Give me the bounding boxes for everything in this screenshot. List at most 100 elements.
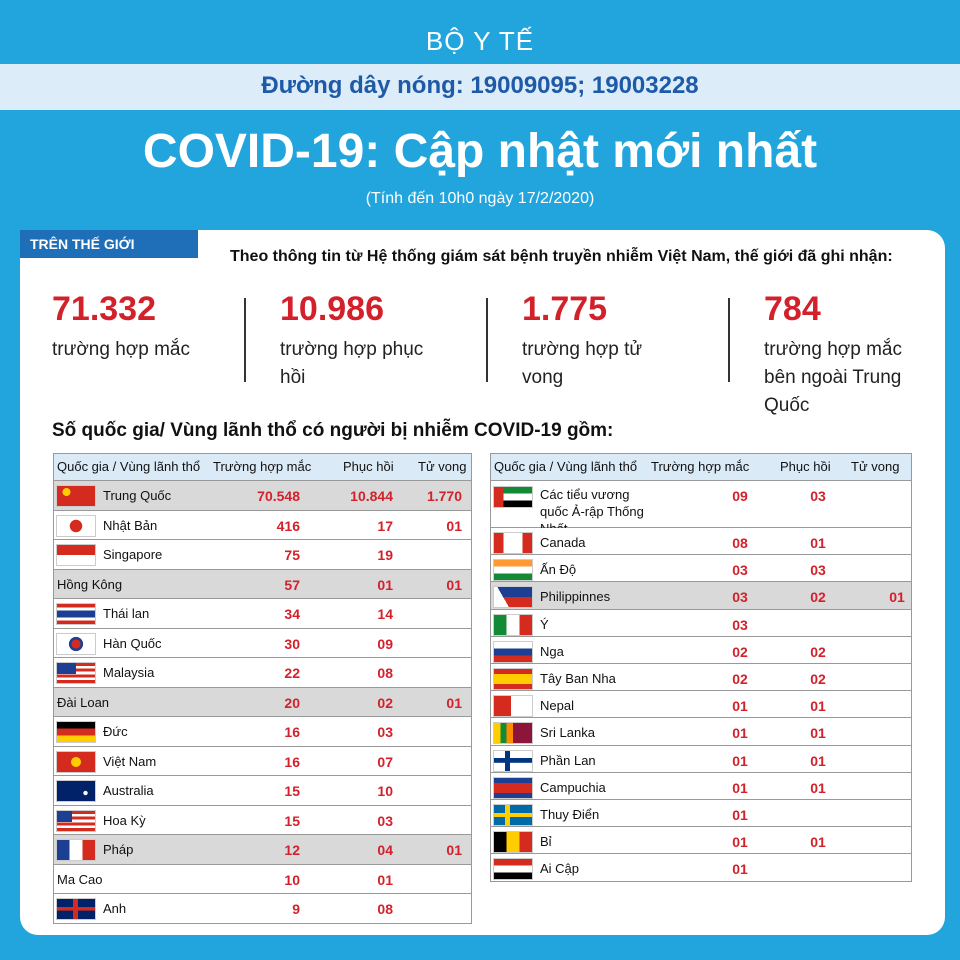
table-row (53, 569, 472, 599)
intro: Theo thông tin từ Hệ thống giám sát bệnh… (230, 248, 893, 265)
country-name: Malaysia (103, 665, 155, 680)
country-name: Australia (103, 783, 154, 798)
stat-label: trường hợp phục hồi (280, 339, 424, 388)
count: 1.770 (426, 488, 462, 504)
count: 01 (889, 589, 905, 606)
count: 01 (446, 694, 462, 711)
count: 02 (377, 694, 393, 711)
table-row (490, 555, 912, 583)
country-name: Ý (540, 616, 549, 632)
count: 16 (284, 753, 300, 770)
flag (57, 781, 95, 801)
country-name: Ma Cao (57, 871, 103, 887)
count: 01 (810, 752, 826, 769)
count: 01 (732, 752, 748, 769)
count: 9 (292, 901, 300, 917)
flag (494, 587, 532, 608)
table-row (490, 528, 912, 556)
column-header: Quốc gia / Vùng lãnh thổ (494, 459, 638, 474)
country-name: Thuy Điển (540, 807, 600, 822)
table-row (53, 510, 472, 540)
table-header (490, 453, 912, 481)
flag (494, 859, 532, 880)
separator (486, 298, 488, 382)
flag (57, 899, 95, 919)
count: 01 (732, 698, 748, 715)
count: 09 (732, 488, 748, 504)
flag (57, 604, 95, 624)
flag (494, 669, 532, 689)
count: 15 (284, 812, 300, 829)
count: 01 (732, 725, 748, 742)
country-name: Ấn Độ (540, 562, 577, 578)
flag (494, 614, 532, 635)
table-row (490, 691, 912, 719)
count: 03 (732, 589, 748, 606)
flag (494, 777, 532, 798)
table-row (490, 481, 912, 528)
stat-value: 10.986 (280, 290, 384, 328)
table-row (490, 772, 912, 800)
count: 01 (810, 834, 826, 851)
column-header: Trường hợp mắc (213, 459, 312, 474)
table-row (490, 664, 912, 692)
count: 02 (732, 671, 748, 687)
count: 70.548 (257, 488, 300, 504)
flag (494, 750, 532, 771)
table-row (53, 481, 472, 511)
count: 15 (284, 783, 300, 799)
flag (57, 751, 95, 772)
count: 01 (732, 807, 748, 823)
country-name: Singapore (103, 547, 163, 562)
count: 03 (377, 812, 393, 829)
country-name: Sri Lanka (540, 725, 595, 741)
count: 02 (732, 643, 748, 660)
count: 02 (810, 671, 826, 687)
count: 34 (284, 606, 300, 622)
country-name: Hồng Kông (57, 576, 123, 592)
flag (494, 832, 532, 853)
count: 16 (284, 724, 300, 740)
table-row (490, 827, 912, 855)
country-name: Việt Nam (103, 753, 157, 769)
country-name: Philippinnes (540, 589, 611, 605)
table-header (53, 453, 472, 481)
count: 03 (810, 488, 826, 504)
country-name: Các tiểu vương quốc Ả-rập Thống Nhất (540, 487, 644, 536)
count: 02 (810, 589, 826, 606)
count: 08 (732, 535, 748, 551)
count: 03 (377, 724, 393, 740)
count: 01 (446, 576, 462, 593)
table-row (53, 717, 472, 747)
count: 14 (377, 606, 393, 622)
column-header: Phục hồi (343, 459, 394, 474)
table-row (53, 894, 472, 924)
country-name: Thái lan (103, 606, 150, 621)
flag (494, 696, 532, 717)
separator (728, 298, 730, 382)
count: 01 (446, 842, 462, 858)
count: 30 (284, 635, 300, 652)
flag (57, 515, 95, 536)
column-header: Tử vong (851, 459, 900, 474)
count: 10.844 (350, 488, 393, 504)
table-row (53, 599, 472, 629)
title: COVID-19: Cập nhật mới nhất (142, 125, 818, 178)
stat-value: 1.775 (522, 290, 608, 328)
table-row (490, 854, 912, 882)
stat-label: trường hợp mắc (52, 339, 190, 360)
count: 22 (284, 665, 300, 681)
count: 07 (377, 753, 393, 770)
count: 01 (810, 698, 826, 715)
flag (494, 641, 532, 662)
stat-label: trường hợp tử vong (522, 339, 643, 388)
count: 01 (732, 779, 748, 796)
country-name: Tây Ban Nha (540, 671, 616, 686)
count: 02 (810, 643, 826, 660)
table-row (490, 800, 912, 828)
country-name: Ai Cập (540, 861, 580, 877)
table-row (53, 540, 472, 570)
country-name: Campuchia (540, 779, 606, 795)
count: 17 (377, 517, 393, 534)
